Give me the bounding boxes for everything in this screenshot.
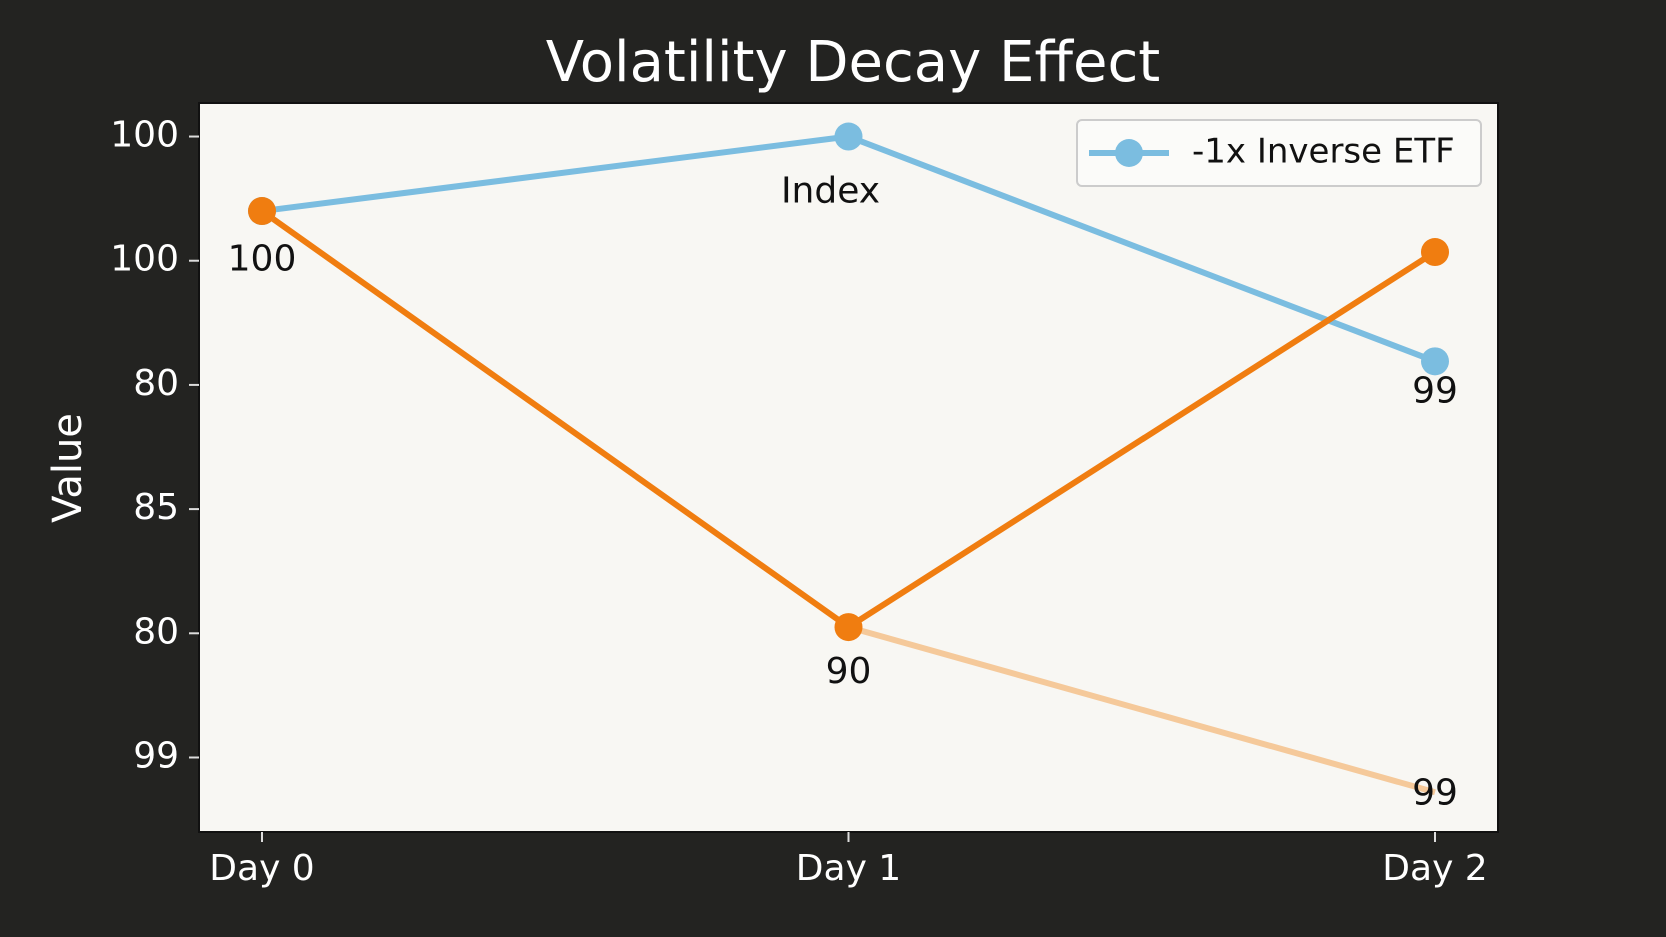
y-tick-label: 80 xyxy=(133,611,179,652)
y-tick-label: 80 xyxy=(133,363,179,404)
series-line xyxy=(847,624,1436,796)
annotation: 100 xyxy=(228,239,297,280)
y-tick-label: 100 xyxy=(110,239,179,280)
legend-box xyxy=(1076,119,1482,187)
annotation: 99 xyxy=(1412,370,1458,411)
y-tick-label: 99 xyxy=(133,735,179,776)
point xyxy=(834,613,863,642)
x-tick-label: Day 1 xyxy=(796,848,901,889)
x-tick-label: Day 2 xyxy=(1382,848,1487,889)
plot-area xyxy=(198,102,1499,833)
point xyxy=(248,197,276,226)
point xyxy=(1421,238,1449,267)
annotation: 90 xyxy=(826,651,872,692)
chart-title: Volatility Decay Effect xyxy=(546,30,1160,95)
point xyxy=(834,122,863,151)
x-tick-label: Day 0 xyxy=(209,848,314,889)
legend-marker xyxy=(1115,139,1143,167)
annotation: Index xyxy=(781,170,880,211)
annotation: 99 xyxy=(1412,773,1458,814)
point xyxy=(1421,347,1449,376)
y-tick-label: 85 xyxy=(133,487,179,528)
legend-label: -1x Inverse ETF xyxy=(1192,132,1455,172)
y-axis-label: Value xyxy=(45,413,91,523)
y-tick-label: 100 xyxy=(110,115,179,156)
